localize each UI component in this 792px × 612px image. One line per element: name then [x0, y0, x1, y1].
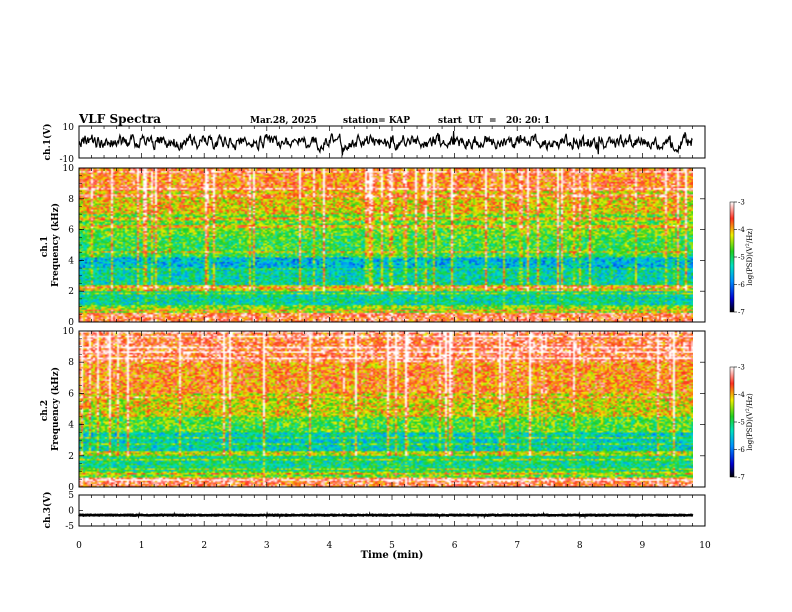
time-tick-label: 2 [201, 541, 207, 551]
ch1-spectrogram-ytick-label: 10 [63, 164, 75, 174]
ch2-spectrogram-ytick-label: 8 [68, 358, 74, 368]
ch2-spectrogram-ytick-label: 6 [68, 389, 74, 399]
ch1-waveform-frame [78, 125, 706, 159]
ch2-colorbar-gradient [729, 366, 735, 478]
ch2-spectrogram-colorbar-tick-label: -5 [738, 419, 745, 427]
ch1-spectrogram-colorbar-tick-label: -7 [738, 309, 745, 317]
time-tick-label: 0 [76, 541, 82, 551]
ch1-spectrogram-frame [78, 167, 706, 323]
ch3-waveform-frame [78, 494, 706, 527]
ch2-spectrogram-colorbar-tick-label: -7 [738, 474, 745, 482]
ch1-spectrogram-ytick-label: 4 [68, 256, 74, 266]
time-tick-label: 10 [699, 541, 711, 551]
ch3-ytick-label: -5 [65, 522, 74, 532]
ch3-ytick-label: 5 [68, 491, 74, 501]
ch1-spectrogram-panel: 0 2 4 6 8 10 ch.1 Frequency (kHz) [40, 164, 706, 328]
ch1-spectrogram-colorbar-tick-label: -3 [738, 199, 745, 207]
ch2-spectrogram-panel: 0 2 4 6 8 10 ch.2 Frequency (kHz) [40, 327, 706, 493]
ch2-spectrogram-frame [78, 330, 706, 488]
ch1-spectrogram-colorbar-tick-label: -5 [738, 254, 745, 262]
ch1-spectrogram-image [79, 168, 693, 322]
ch1-ytick-bottom: -10 [60, 155, 75, 165]
ch1-spectrogram-ytick-label: 2 [68, 287, 74, 297]
time-tick-label: 1 [139, 541, 145, 551]
header-station: station= KAP [343, 116, 410, 126]
ch1-spectrogram-colorbar-tick-label: -6 [738, 281, 745, 289]
time-axis-label: Time (min) [361, 550, 424, 561]
time-axis: 0 1 2 3 4 5 6 7 8 9 10 [76, 541, 711, 551]
ch2-spectrogram-ytick-label: 4 [68, 421, 74, 431]
ch1-ytick-top: 10 [63, 123, 75, 133]
ch2-spectrogram-colorbar-tick-label: -6 [738, 446, 745, 454]
ch2-spectrogram-ytick-label: 10 [63, 327, 75, 337]
ch2-spectrogram-colorbar-tick-label: -3 [738, 364, 745, 372]
ch2-spectrogram-ylabel: ch.2 Frequency (kHz) [40, 367, 61, 451]
ch2-colorbar: -3 -4 -5 -6 -7 log(PSD)(V2/Hz) [729, 364, 754, 482]
header-start-time: start UT = 20: 20: 1 [438, 116, 550, 126]
ch2-spectrogram-image [79, 331, 693, 487]
time-tick-label: 6 [452, 541, 458, 551]
ch3-waveform-panel: 5 0 -5 ch.3(V) [42, 491, 706, 532]
time-tick-label: 5 [389, 541, 395, 551]
ch1-spectrogram-colorbar-tick-label: -4 [738, 226, 745, 234]
ch1-waveform-panel: 10 -10 ch.1(V) [42, 123, 706, 165]
ch2-colorbar-label: log(PSD)(V2/Hz) [745, 393, 754, 451]
ch1-waveform-trace [78, 130, 693, 156]
figure-title: VLF Spectra [78, 112, 161, 126]
ch1-colorbar: -3 -4 -5 -6 -7 log(PSD)(V2/Hz) [729, 199, 754, 317]
ch1-colorbar-gradient [729, 201, 735, 313]
ch1-spectrogram-ytick-label: 6 [68, 226, 74, 236]
time-tick-label: 9 [640, 541, 646, 551]
ch2-spectrogram-ytick-label: 0 [68, 483, 74, 493]
ch3-ytick-label: 0 [68, 507, 74, 517]
ch3-waveform-ylabel: ch.3(V) [42, 492, 53, 529]
time-tick-label: 7 [514, 541, 520, 551]
ch1-spectrogram-ytick-label: 8 [68, 195, 74, 205]
ch1-spectrogram-ytick-label: 0 [68, 318, 74, 328]
header-date: Mar.28, 2025 [250, 116, 317, 126]
time-tick-label: 3 [264, 541, 270, 551]
ch1-colorbar-label: log(PSD)(V2/Hz) [745, 228, 754, 286]
ch2-spectrogram-ytick-label: 2 [68, 452, 74, 462]
ch1-spectrogram-ylabel: ch.1 Frequency (kHz) [40, 203, 61, 287]
ch2-spectrogram-colorbar-tick-label: -4 [738, 391, 745, 399]
time-tick-label: 4 [327, 541, 333, 551]
time-tick-label: 8 [577, 541, 583, 551]
ch3-waveform-trace [78, 511, 694, 520]
ch1-waveform-ylabel: ch.1(V) [42, 124, 53, 161]
